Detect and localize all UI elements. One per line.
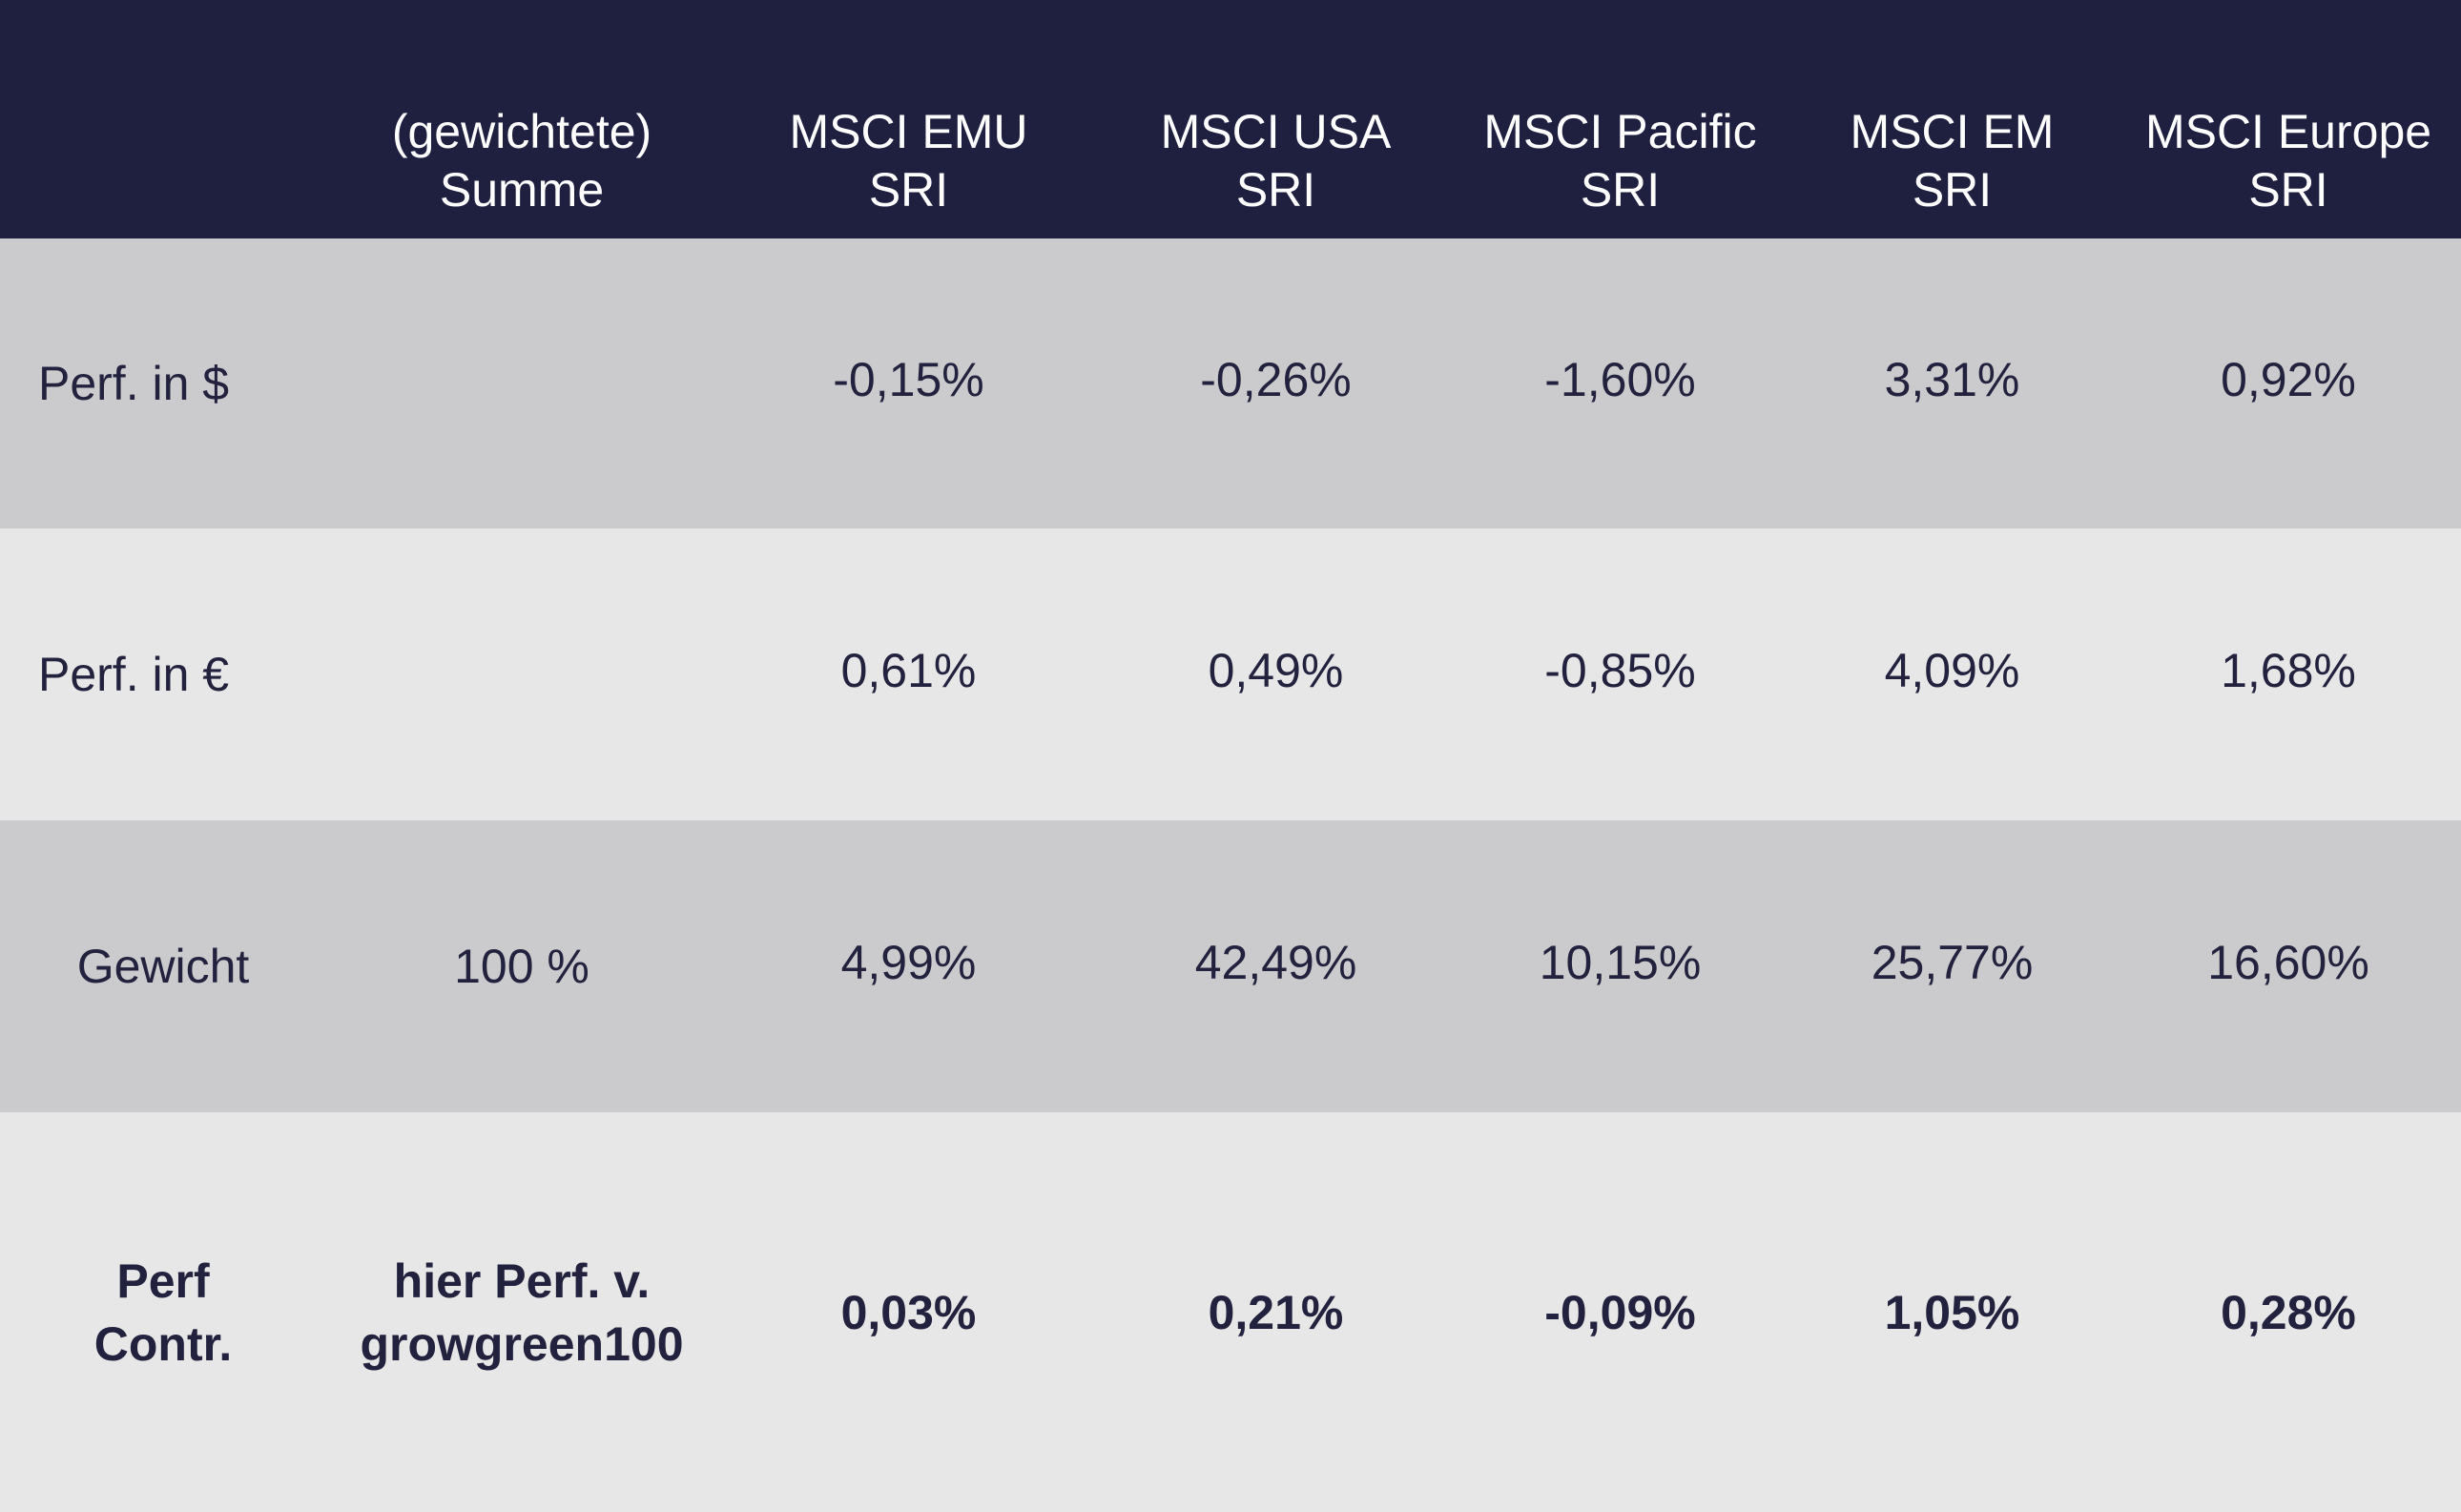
- value-cell: 4,09%: [1884, 643, 2020, 697]
- table-header: (gewichtete) Summe MSCI EMU SRI MSCI USA…: [0, 0, 2461, 238]
- sum-cell: 100 %: [454, 939, 589, 993]
- table-row: Perf Contr. hier Perf. v. growgreen100 0…: [0, 1112, 2461, 1512]
- value-cell: 0,03%: [840, 1285, 977, 1339]
- header-cell-msci-europe: MSCI Europe SRI: [2144, 105, 2432, 217]
- header-cell-empty: [0, 0, 326, 238]
- value-cell: -0,26%: [1200, 352, 1352, 406]
- value-cell: 25,77%: [1871, 935, 2034, 989]
- value-cell: -0,09%: [1544, 1285, 1696, 1339]
- value-cell: -0,15%: [833, 352, 984, 406]
- header-cell-msci-emu: MSCI EMU SRI: [789, 105, 1028, 217]
- value-cell: 0,61%: [840, 643, 977, 697]
- sum-cell: [326, 528, 717, 820]
- row-label: Perf. in $: [38, 356, 230, 410]
- sum-cell: hier Perf. v. growgreen100: [360, 1253, 684, 1371]
- value-cell: 0,49%: [1208, 643, 1344, 697]
- header-cell-msci-usa: MSCI USA SRI: [1160, 105, 1392, 217]
- value-cell: 3,31%: [1884, 352, 2020, 406]
- header-cell-msci-pacific: MSCI Pacific SRI: [1483, 105, 1757, 217]
- header-cell-msci-em: MSCI EM SRI: [1850, 105, 2055, 217]
- row-label: Perf Contr.: [93, 1253, 233, 1371]
- table-row: Perf. in $ -0,15% -0,26% -1,60% 3,31% 0,…: [0, 238, 2461, 528]
- header-cell-sum: (gewichtete) Summe: [391, 105, 652, 217]
- value-cell: 4,99%: [840, 935, 977, 989]
- row-label: Perf. in €: [38, 647, 230, 701]
- value-cell: 16,60%: [2207, 935, 2369, 989]
- value-cell: 1,68%: [2221, 643, 2356, 697]
- row-label: Gewicht: [76, 939, 250, 993]
- value-cell: 0,21%: [1208, 1285, 1344, 1339]
- value-cell: 1,05%: [1884, 1285, 2020, 1339]
- value-cell: -0,85%: [1544, 643, 1696, 697]
- value-cell: 10,15%: [1539, 935, 1702, 989]
- sum-cell: [326, 238, 717, 528]
- table-row: Perf. in € 0,61% 0,49% -0,85% 4,09% 1,68…: [0, 528, 2461, 820]
- value-cell: -1,60%: [1544, 352, 1696, 406]
- value-cell: 0,28%: [2221, 1285, 2356, 1339]
- value-cell: 42,49%: [1194, 935, 1357, 989]
- value-cell: 0,92%: [2221, 352, 2356, 406]
- table-row: Gewicht 100 % 4,99% 42,49% 10,15% 25,77%…: [0, 820, 2461, 1112]
